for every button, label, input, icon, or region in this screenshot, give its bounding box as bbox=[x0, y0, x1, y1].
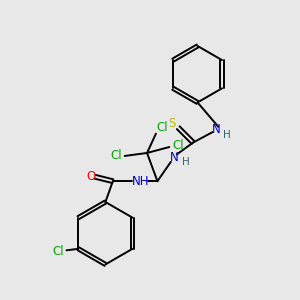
Text: N: N bbox=[169, 151, 178, 164]
Text: H: H bbox=[182, 157, 190, 167]
Text: N: N bbox=[212, 123, 221, 136]
Text: Cl: Cl bbox=[53, 245, 64, 258]
Text: Cl: Cl bbox=[110, 149, 122, 162]
Text: O: O bbox=[86, 170, 95, 183]
Text: NH: NH bbox=[132, 175, 149, 188]
Text: Cl: Cl bbox=[172, 139, 184, 152]
Text: S: S bbox=[168, 117, 176, 130]
Text: H: H bbox=[224, 130, 231, 140]
Text: Cl: Cl bbox=[156, 121, 168, 134]
